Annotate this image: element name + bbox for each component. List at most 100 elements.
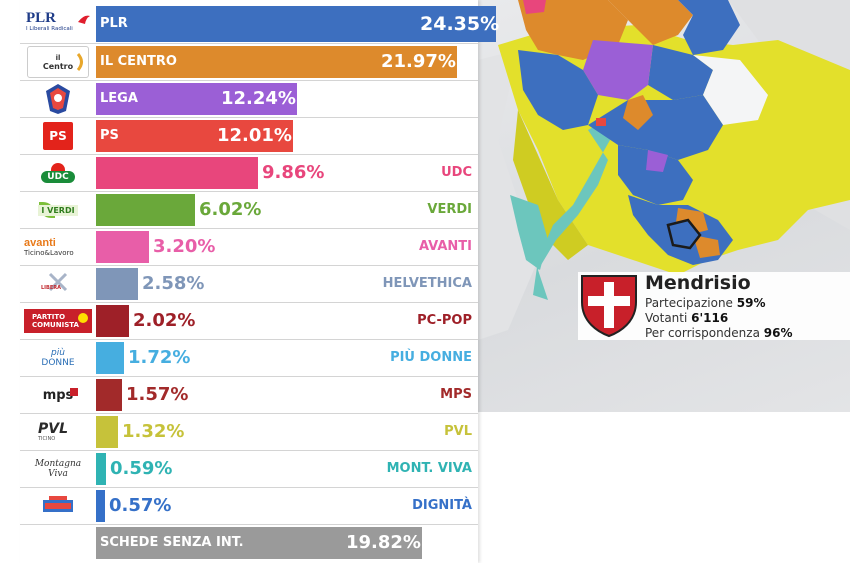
chart-row: PS PS 12.01% xyxy=(20,118,478,155)
bar xyxy=(96,6,496,42)
bar xyxy=(96,268,138,300)
voters-line: Votanti 6'116 xyxy=(645,311,728,325)
party-logo-lega xyxy=(20,81,96,117)
map-region-plr xyxy=(518,50,598,130)
map-region-centro xyxy=(608,0,693,45)
dignita-logo-icon xyxy=(43,496,73,512)
category-label: AVANTI xyxy=(418,239,472,254)
chart-row: il Centro IL CENTRO 21.97% xyxy=(20,44,478,81)
avanti-logo-text: avanti xyxy=(24,237,56,249)
map-teal-region xyxy=(510,195,548,270)
chart-row: I VERDI VERDI 6.02% xyxy=(20,192,478,229)
party-logo-ps: PS xyxy=(20,118,96,154)
piudonne-logo-subtext: DONNE xyxy=(41,357,75,368)
participation-value: 59% xyxy=(736,296,766,310)
category-label: VERDI xyxy=(427,202,472,217)
party-logo-avanti: avanti Ticino&Lavoro xyxy=(20,229,96,265)
bar xyxy=(96,157,258,189)
value-label: 1.57% xyxy=(126,384,189,405)
map-region-centro xyxy=(693,235,720,258)
category-label: IL CENTRO xyxy=(100,54,177,69)
bar xyxy=(96,379,122,411)
avanti-logo-subtext: Ticino&Lavoro xyxy=(24,249,74,257)
voters-label: Votanti xyxy=(645,311,688,325)
participation-label: Partecipazione xyxy=(645,296,733,310)
montviva-logo-text: Montagna xyxy=(34,459,82,469)
chart-row: avanti Ticino&Lavoro AVANTI 3.20% xyxy=(20,229,478,266)
mps-flag-icon xyxy=(70,388,78,396)
chart-row: mps MPS 1.57% xyxy=(20,377,478,414)
party-logo-plr: PLR I Liberali Radicali xyxy=(20,0,96,42)
results-panel: PLR I Liberali Radicali PLR 24.35% il Centro I… xyxy=(20,0,499,563)
category-label: PIÙ DONNE xyxy=(390,350,472,365)
value-label: 2.02% xyxy=(133,310,196,331)
category-label: PVL xyxy=(444,424,472,439)
centro-logo-il: il xyxy=(55,53,61,62)
plr-logo-text: PLR xyxy=(26,9,56,26)
map-region-lega xyxy=(583,40,653,100)
municipality-name: Mendrisio xyxy=(645,272,751,294)
plr-logo-subtext: I Liberali Radicali xyxy=(26,25,73,32)
chart-row: LIBERA HELVETHICA 2.58% xyxy=(20,266,478,303)
party-logo-helvethica: LIBERA xyxy=(20,266,96,302)
party-logo-piudonne: più DONNE xyxy=(20,340,96,376)
plr-bird-icon xyxy=(78,15,90,24)
category-label: MPS xyxy=(440,387,472,402)
map-region-plr xyxy=(588,95,723,160)
bar xyxy=(96,453,106,485)
results-map[interactable] xyxy=(478,0,850,412)
party-logo-pcpop: PARTITO COMUNISTA xyxy=(20,303,96,339)
value-label: 0.59% xyxy=(110,458,173,479)
party-logo-montviva: Montagna Viva xyxy=(20,451,96,487)
value-label: 19.82% xyxy=(346,532,421,553)
party-logo-pvl: PVL TICINO xyxy=(20,414,96,450)
chart-row: LEGA 12.24% xyxy=(20,81,478,118)
category-label: HELVETHICA xyxy=(382,276,472,291)
value-label: 2.58% xyxy=(142,273,205,294)
bar xyxy=(96,231,149,263)
party-logo-verdi: I VERDI xyxy=(20,192,96,228)
centro-logo-text: Centro xyxy=(42,61,74,71)
chart-row: Montagna Viva MONT. VIVA 0.59% xyxy=(20,451,478,488)
party-logo-udc: UDC xyxy=(20,155,96,191)
bar xyxy=(96,194,195,226)
party-logo-dignita xyxy=(20,488,96,524)
chart-row: PVL TICINO PVL 1.32% xyxy=(20,414,478,451)
category-label: PLR xyxy=(100,16,128,31)
mps-logo-text: mps xyxy=(42,387,74,403)
category-label: UDC xyxy=(441,165,472,180)
pc-logo-subtext: COMUNISTA xyxy=(32,321,79,329)
postal-value: 96% xyxy=(763,326,793,340)
party-logo-mps: mps xyxy=(20,377,96,413)
bar xyxy=(96,46,457,78)
map-relief-shape xyxy=(478,50,538,340)
map-graphic xyxy=(478,0,850,340)
category-label: LEGA xyxy=(100,91,138,106)
chart-row: PLR I Liberali Radicali PLR 24.35% xyxy=(20,0,499,44)
party-logo-centro: il Centro xyxy=(20,44,96,80)
lega-logo-icon xyxy=(46,84,70,114)
value-label: 21.97% xyxy=(381,51,456,72)
piudonne-logo-text: più xyxy=(51,347,65,358)
value-label: 6.02% xyxy=(199,199,262,220)
helvethica-x-icon xyxy=(48,272,68,292)
verdi-logo-text: I VERDI xyxy=(38,204,78,216)
udc-logo-text: UDC xyxy=(41,171,75,183)
chart-row: PARTITO COMUNISTA PC-POP 2.02% xyxy=(20,303,478,340)
category-label: SCHEDE SENZA INT. xyxy=(100,535,244,550)
mendrisio-shield-icon xyxy=(581,275,637,338)
pvl-logo-text: PVL xyxy=(38,421,69,437)
party-logo-none xyxy=(20,525,96,561)
municipality-card: Mendrisio Partecipazione 59% Votanti 6'1… xyxy=(578,272,850,340)
map-region-plr xyxy=(678,0,740,55)
pc-logo-text: PARTITO xyxy=(32,313,66,321)
map-selected-municipality[interactable] xyxy=(666,218,702,250)
centro-arc-icon xyxy=(76,53,83,71)
chart-row: DIGNITÀ 0.57% xyxy=(20,488,478,525)
bar xyxy=(96,120,293,152)
helvethica-logo-text: LIBERA xyxy=(41,285,61,291)
category-label: PS xyxy=(100,128,119,143)
value-label: 3.20% xyxy=(153,236,216,257)
postal-label: Per corrispondenza xyxy=(645,326,760,340)
ps-logo-text: PS xyxy=(49,129,67,143)
